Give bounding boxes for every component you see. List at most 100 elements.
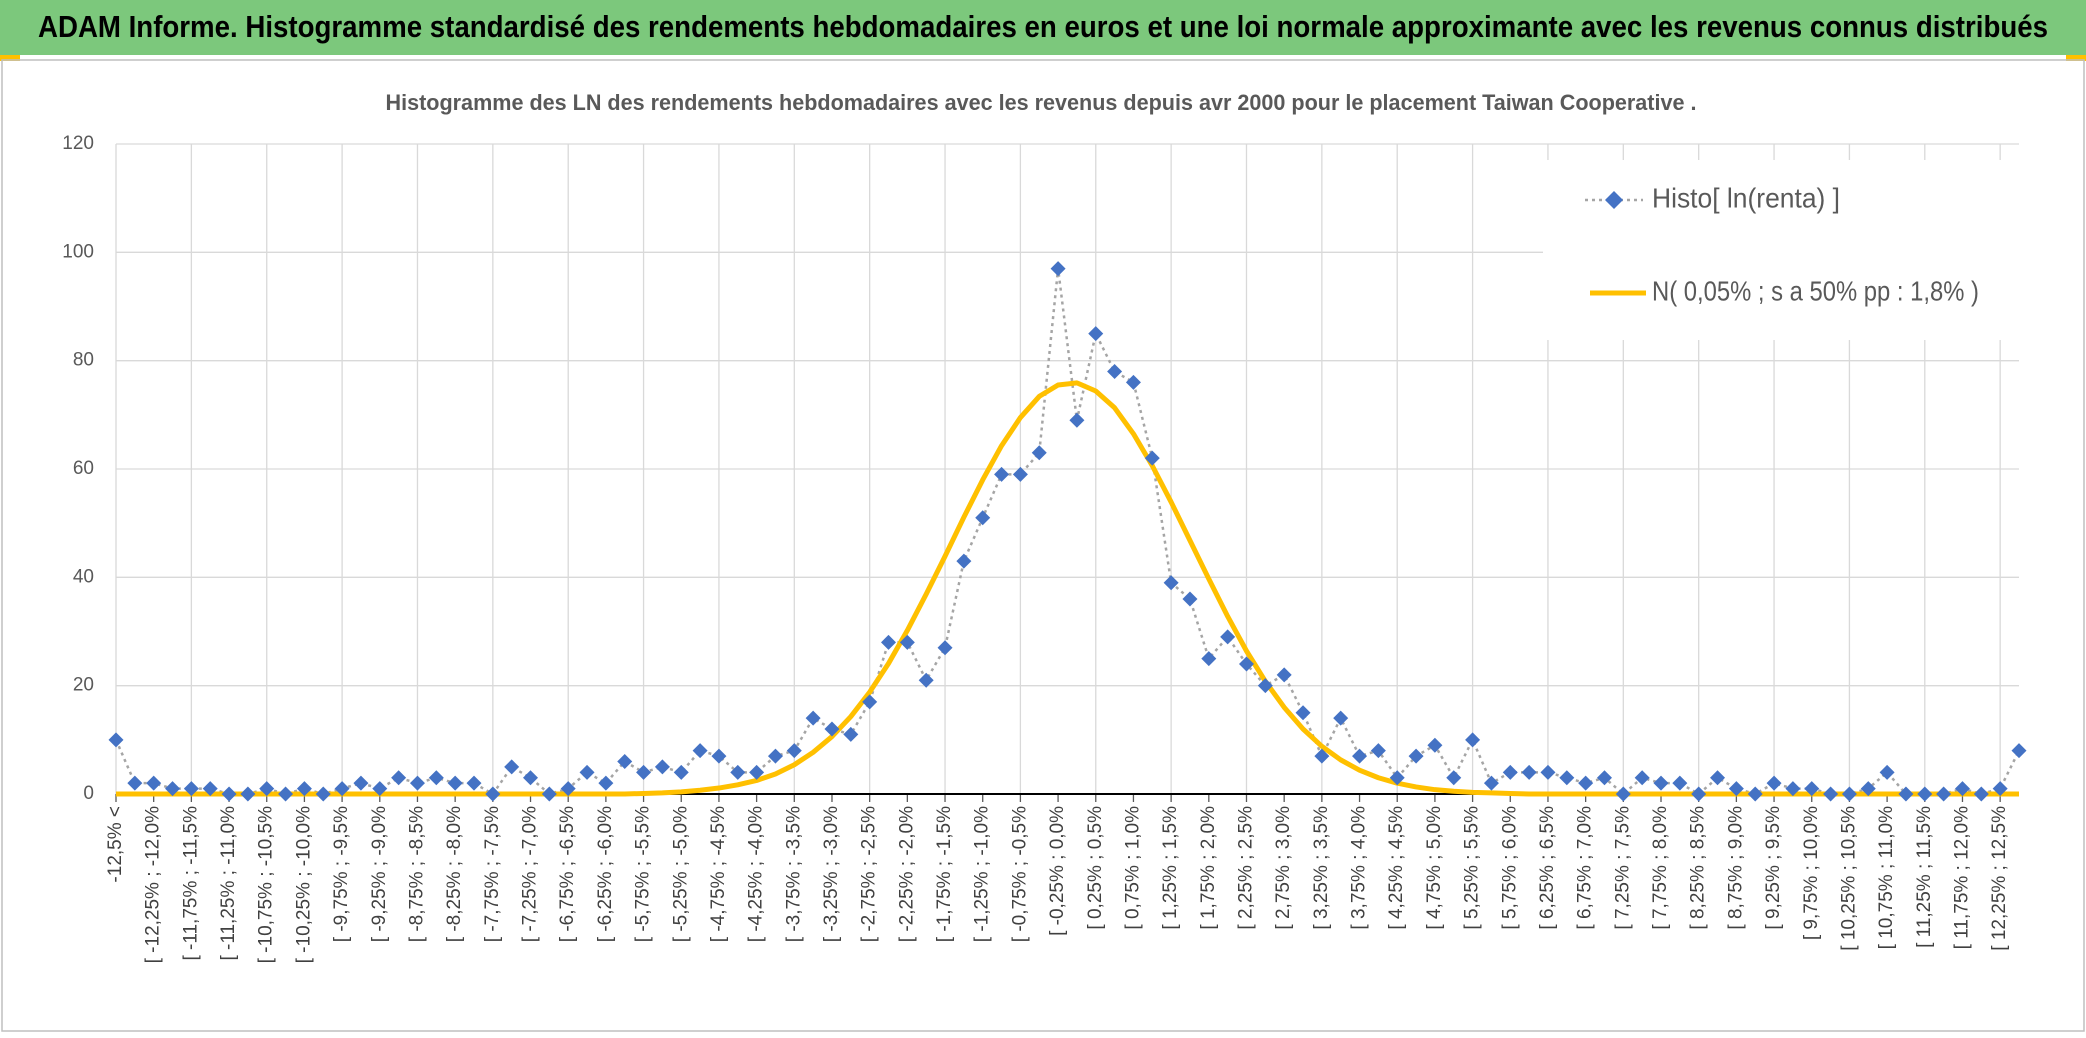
page-title: ADAM Informe. Histogramme standardisé de… bbox=[38, 9, 2048, 44]
marker bbox=[485, 786, 501, 802]
marker bbox=[1992, 781, 2008, 797]
marker bbox=[1163, 575, 1179, 591]
marker bbox=[1502, 764, 1518, 780]
x-tick-label: [ 5,25% ; 5,5% bbox=[1462, 806, 1483, 930]
x-tick-label: [ -6,75% ; -6,5% bbox=[557, 806, 578, 942]
marker bbox=[1879, 764, 1895, 780]
marker bbox=[1427, 737, 1443, 753]
marker bbox=[1710, 770, 1726, 786]
marker bbox=[1201, 651, 1217, 667]
marker bbox=[805, 710, 821, 726]
x-tick-label: [ -2,25% ; -2,0% bbox=[896, 806, 917, 942]
x-tick-label: [ 2,25% ; 2,5% bbox=[1236, 806, 1257, 930]
marker bbox=[1559, 770, 1575, 786]
marker bbox=[1125, 374, 1141, 390]
x-tick-label: [ -9,25% ; -9,0% bbox=[369, 806, 390, 942]
x-tick-label: [ 4,75% ; 5,0% bbox=[1424, 806, 1445, 930]
marker bbox=[598, 775, 614, 791]
x-tick-label: [ 0,75% ; 1,0% bbox=[1122, 806, 1143, 930]
marker bbox=[881, 634, 897, 650]
x-tick-label: [ 12,25% ; 12,5% bbox=[1989, 806, 2010, 951]
marker bbox=[1295, 705, 1311, 721]
marker bbox=[334, 781, 350, 797]
marker bbox=[240, 786, 256, 802]
marker bbox=[523, 770, 539, 786]
legend-box bbox=[1543, 160, 2023, 340]
marker bbox=[1860, 781, 1876, 797]
marker bbox=[1728, 781, 1744, 797]
marker bbox=[428, 770, 444, 786]
marker bbox=[2011, 743, 2027, 759]
y-tick-label: 100 bbox=[62, 241, 94, 262]
x-tick-label: [ 1,75% ; 2,0% bbox=[1198, 806, 1219, 930]
title-bar bbox=[0, 0, 2086, 55]
marker bbox=[824, 721, 840, 737]
marker bbox=[278, 786, 294, 802]
marker bbox=[636, 764, 652, 780]
legend-marker bbox=[1605, 191, 1623, 209]
marker bbox=[1107, 364, 1123, 379]
x-tick-label: [ -1,25% ; -1,0% bbox=[972, 806, 993, 942]
grid: 0 20 40 60 80 100 120 -12,5% < [ -12,25% ; -12,0… bbox=[62, 133, 2019, 963]
y-tick-label: 0 bbox=[83, 783, 94, 804]
marker bbox=[730, 764, 746, 780]
y-tick-label: 120 bbox=[62, 133, 94, 154]
x-tick-label: [ -4,25% ; -4,0% bbox=[746, 806, 767, 942]
marker bbox=[541, 786, 557, 802]
marker bbox=[108, 732, 124, 748]
x-tick-label: [ 0,25% ; 0,5% bbox=[1085, 806, 1106, 930]
marker bbox=[749, 764, 765, 780]
marker bbox=[1012, 466, 1028, 482]
marker bbox=[786, 743, 802, 759]
marker bbox=[353, 775, 369, 791]
x-tick-label: [ -10,25% ; -10,0% bbox=[293, 806, 314, 963]
marker bbox=[767, 748, 783, 764]
marker bbox=[259, 781, 275, 797]
x-tick-label: [ 3,75% ; 4,0% bbox=[1349, 806, 1370, 930]
marker bbox=[1314, 748, 1330, 764]
x-tick-label: [ -1,75% ; -1,5% bbox=[934, 806, 955, 942]
marker bbox=[1446, 770, 1462, 786]
x-tick-label: [ -8,75% ; -8,5% bbox=[406, 806, 427, 942]
marker bbox=[1785, 781, 1801, 797]
marker bbox=[1841, 786, 1857, 802]
histogram-line bbox=[114, 268, 2021, 796]
x-tick-label: [ 2,75% ; 3,0% bbox=[1273, 806, 1294, 930]
marker bbox=[975, 510, 991, 526]
marker bbox=[654, 759, 670, 775]
x-tick-label: [ -12,25% ; -12,0% bbox=[143, 806, 164, 963]
marker bbox=[1954, 781, 1970, 797]
marker bbox=[1031, 445, 1047, 461]
x-tick-label: [ -10,75% ; -10,5% bbox=[256, 806, 277, 963]
marker bbox=[183, 781, 199, 797]
marker bbox=[1634, 770, 1650, 786]
x-tick-label: [ 6,25% ; 6,5% bbox=[1537, 806, 1558, 930]
marker bbox=[1615, 786, 1631, 802]
marker bbox=[1973, 786, 1989, 802]
x-tick-label: [ 6,75% ; 7,0% bbox=[1575, 806, 1596, 930]
marker bbox=[1578, 775, 1594, 791]
x-tick-label: [ -8,25% ; -8,0% bbox=[444, 806, 465, 942]
marker bbox=[146, 775, 162, 791]
x-tick-label: [ -0,75% ; -0,5% bbox=[1009, 806, 1030, 942]
marker bbox=[372, 781, 388, 797]
marker bbox=[1333, 710, 1349, 726]
marker bbox=[560, 781, 576, 797]
marker bbox=[1672, 775, 1688, 791]
marker bbox=[617, 754, 633, 769]
legend-label: N( 0,05% ; s a 50% pp : 1,8% ) bbox=[1652, 275, 1979, 306]
marker bbox=[447, 775, 463, 791]
x-tick-label: [ -9,75% ; -9,5% bbox=[331, 806, 352, 942]
x-tick-label: [ -7,75% ; -7,5% bbox=[482, 806, 503, 942]
marker bbox=[579, 764, 595, 780]
marker bbox=[315, 786, 331, 802]
y-tick-label: 20 bbox=[73, 675, 94, 696]
x-tick-label: [ 1,25% ; 1,5% bbox=[1160, 806, 1181, 930]
x-tick-label: [ -5,75% ; -5,5% bbox=[633, 806, 654, 942]
marker bbox=[937, 640, 953, 656]
x-tick-label: [ 10,75% ; 11,0% bbox=[1876, 806, 1897, 949]
x-tick-label: [ 7,25% ; 7,5% bbox=[1612, 806, 1633, 930]
chart-subtitle: Histogramme des LN des rendements hebdom… bbox=[386, 90, 1697, 115]
x-tick-label: [ 11,75% ; 12,0% bbox=[1951, 806, 1972, 949]
corner-mark bbox=[0, 55, 20, 61]
